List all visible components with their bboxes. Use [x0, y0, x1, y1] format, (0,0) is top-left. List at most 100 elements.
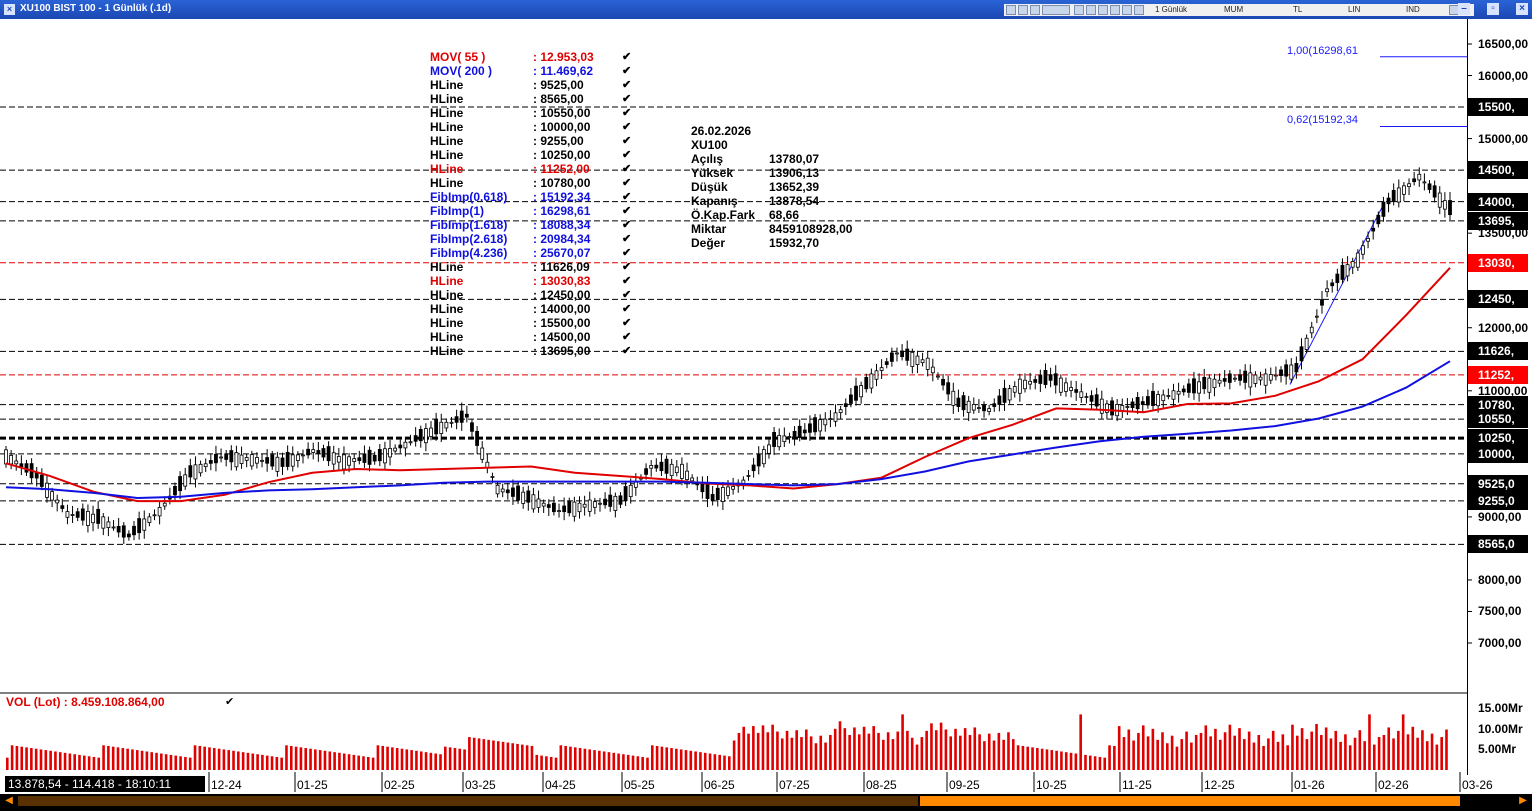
candle	[567, 501, 572, 514]
fib-trend-line[interactable]	[1289, 201, 1386, 385]
date-label: 02-26	[1378, 778, 1409, 792]
moving-average-1[interactable]	[5, 360, 1451, 500]
volume-bar	[1190, 742, 1193, 770]
candle	[301, 454, 305, 457]
volume-bar	[1397, 730, 1400, 770]
period-selector[interactable]: 1 Günlük	[1155, 5, 1188, 14]
indicator-check-icon[interactable]: ✔	[622, 331, 632, 343]
toolbar-draw-icon[interactable]	[1074, 5, 1084, 15]
indicator-check-icon[interactable]: ✔	[622, 261, 632, 273]
indicator-value: : 25670,07	[533, 246, 591, 260]
indicator-value: : 14500,00	[533, 330, 591, 344]
indicator-check-icon[interactable]: ✔	[622, 233, 632, 245]
volume-tick: 5.00Mr	[1478, 742, 1517, 757]
hline-label: 9255,0	[1468, 491, 1528, 510]
toolbar-font-icon[interactable]	[1042, 5, 1070, 15]
volume-bar	[193, 745, 197, 770]
volume-bar	[15, 745, 19, 770]
volume-bar	[1440, 737, 1443, 770]
scroll-thumb[interactable]	[920, 796, 1460, 806]
volume-bar	[588, 749, 592, 770]
volume-bar	[617, 753, 620, 770]
ohlc-value: 13780,07	[769, 152, 820, 166]
toolbar-zoom-icon[interactable]	[1030, 5, 1040, 15]
indicator-check-icon[interactable]: ✔	[622, 121, 632, 133]
minimize-button[interactable]: –	[1458, 3, 1470, 15]
price-tick: 16000,00	[1478, 68, 1529, 83]
scale-selector[interactable]: LIN	[1348, 5, 1361, 14]
candle	[413, 435, 418, 442]
candle	[720, 487, 725, 502]
moving-average-0[interactable]	[5, 267, 1451, 503]
indicator-check-icon[interactable]: ✔	[622, 51, 632, 63]
close-button[interactable]: ×	[1516, 3, 1528, 15]
scroll-right-icon[interactable]: ▶	[1519, 795, 1527, 806]
candle	[495, 484, 500, 495]
volume-bar	[323, 750, 327, 770]
candle	[1023, 379, 1027, 390]
indicator-check-icon[interactable]: ✔	[622, 191, 632, 203]
toolbar-line-icon[interactable]	[1086, 5, 1096, 15]
indicator-check-icon[interactable]: ✔	[622, 79, 632, 91]
currency-selector[interactable]: TL	[1293, 5, 1303, 14]
volume-check-icon[interactable]: ✔	[225, 696, 235, 708]
indicator-check-icon[interactable]: ✔	[622, 205, 632, 217]
volume-bar	[785, 730, 789, 770]
toolbar-delete-icon[interactable]	[1134, 5, 1144, 15]
indicator-check-icon[interactable]: ✔	[622, 219, 632, 231]
volume-bar	[496, 741, 500, 770]
candle	[659, 461, 664, 472]
indicator-check-icon[interactable]: ✔	[622, 163, 632, 175]
volume-bar	[294, 746, 298, 770]
volume-bar	[285, 745, 288, 770]
candle	[956, 397, 961, 407]
indicator-check-icon[interactable]: ✔	[622, 149, 632, 161]
candle-type-selector[interactable]: MUM	[1224, 5, 1244, 14]
volume-bar	[1103, 757, 1107, 770]
toolbar-text-icon[interactable]	[1110, 5, 1120, 15]
toolbar-layout-icon[interactable]	[1018, 5, 1028, 15]
toolbar-palette-icon[interactable]	[1006, 5, 1016, 15]
indicator-check-icon[interactable]: ✔	[622, 289, 632, 301]
candle	[1325, 288, 1330, 293]
volume-bar	[934, 730, 938, 770]
restore-button[interactable]: ▫	[1487, 3, 1499, 15]
scroll-left-icon[interactable]: ◀	[5, 795, 13, 806]
indicator-check-icon[interactable]: ✔	[622, 135, 632, 147]
volume-bar	[280, 757, 283, 770]
candle	[751, 464, 756, 472]
indicator-check-icon[interactable]: ✔	[622, 65, 632, 77]
scroll-track[interactable]	[18, 796, 918, 806]
indicator-check-icon[interactable]: ✔	[622, 317, 632, 329]
volume-bar	[1214, 728, 1217, 770]
hline-label: 12450,	[1468, 290, 1528, 309]
candle	[500, 488, 505, 493]
candle	[326, 446, 331, 462]
volume-bar	[1166, 743, 1169, 770]
volume-bar	[742, 726, 746, 770]
system-menu-icon[interactable]: ×	[4, 4, 15, 15]
ohlc-key: Miktar	[691, 222, 727, 236]
indicator-check-icon[interactable]: ✔	[622, 107, 632, 119]
indicator-check-icon[interactable]: ✔	[622, 303, 632, 315]
candle	[219, 456, 223, 459]
volume-bar	[1377, 737, 1381, 770]
candle	[1355, 252, 1360, 268]
indicator-check-icon[interactable]: ✔	[622, 177, 632, 189]
indicator-check-icon[interactable]: ✔	[622, 275, 632, 287]
volume-bar	[1387, 727, 1391, 770]
indicator-selector[interactable]: IND	[1406, 5, 1420, 14]
candle	[592, 501, 597, 508]
volume-bar	[1127, 729, 1131, 770]
hline-label: 14500,	[1468, 161, 1528, 180]
candle	[1422, 181, 1427, 184]
candle	[383, 448, 387, 464]
candle	[1361, 245, 1365, 255]
indicator-check-icon[interactable]: ✔	[622, 93, 632, 105]
toolbar-select-icon[interactable]	[1122, 5, 1132, 15]
candle	[1263, 373, 1268, 386]
indicator-check-icon[interactable]: ✔	[622, 345, 632, 357]
indicator-check-icon[interactable]: ✔	[622, 247, 632, 259]
toolbar-fib-icon[interactable]	[1098, 5, 1108, 15]
